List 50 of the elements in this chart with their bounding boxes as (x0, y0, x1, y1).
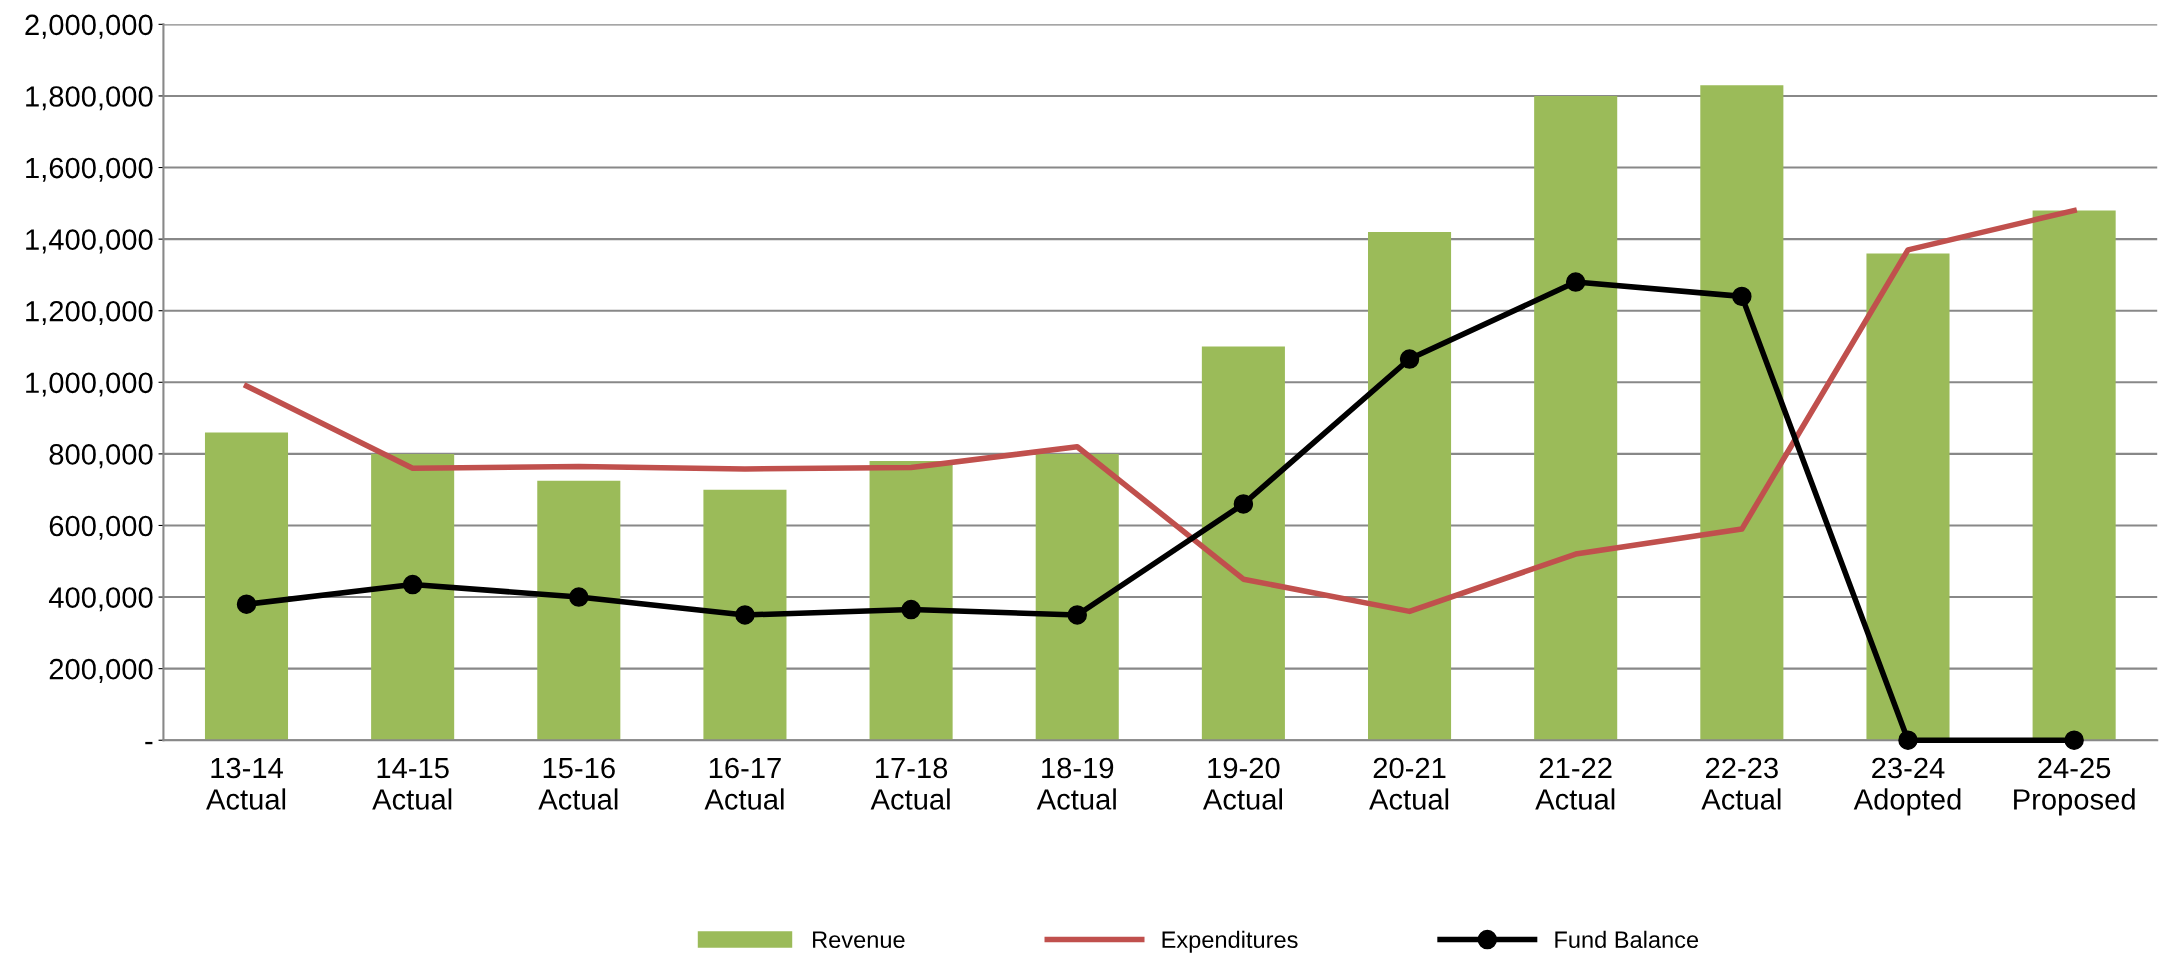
point (1399, 349, 1420, 369)
y-tick-label: 200,000 (49, 658, 153, 683)
y-tick-label: 800,000 (49, 444, 153, 469)
y-tick-label: 600,000 (49, 515, 153, 540)
bar (2032, 210, 2116, 741)
point (735, 605, 755, 625)
bar (1201, 346, 1285, 741)
x-tick-label: 18-19 Actual (1036, 757, 1116, 810)
x-tick-label: 20-21 Actual (1369, 757, 1449, 810)
x-tick-label: 23-24 Adopted (1853, 757, 1961, 816)
point (1233, 494, 1254, 514)
x-tick-label: 17-18 Actual (870, 757, 950, 810)
legend-label: Fund Balance (1555, 930, 1699, 949)
point (402, 574, 423, 595)
y-tick-label: 1,200,000 (26, 300, 153, 326)
bar (1866, 253, 1950, 741)
bar (869, 461, 953, 741)
point (1565, 272, 1586, 292)
bar (537, 480, 621, 741)
point (2064, 730, 2084, 750)
x-tick-label: 24-25 Proposed (2014, 757, 2135, 816)
point (1732, 286, 1752, 307)
point (1898, 730, 1918, 750)
bar (1700, 85, 1784, 741)
bar (1534, 95, 1618, 741)
bar (703, 489, 787, 741)
y-tick-label: 1,400,000 (26, 229, 153, 254)
x-tick-label: 22-23 Actual (1701, 757, 1781, 810)
point (1067, 605, 1087, 625)
bar (1035, 453, 1119, 741)
legend-label: Expenditures (1162, 930, 1298, 953)
bar (371, 453, 455, 741)
point (901, 599, 921, 620)
y-tick-label: 1,000,000 (26, 372, 153, 397)
x-tick-label: 21-22 Actual (1535, 757, 1615, 810)
x-tick-label: 16-17 Actual (704, 757, 784, 810)
legend-label: Revenue (813, 931, 905, 949)
y-tick-label: 1,600,000 (26, 157, 153, 182)
x-tick-label: 14-15 Actual (372, 757, 452, 810)
y-tick-label: 400,000 (48, 587, 153, 612)
y-tick-label: 2,000,000 (25, 14, 153, 39)
y-tick-label: - (145, 741, 153, 745)
x-tick-label: 19-20 Actual (1202, 757, 1282, 810)
y-tick-label: 1,800,000 (26, 86, 153, 111)
point (569, 587, 589, 607)
bar (204, 432, 289, 741)
x-tick-label: 13-14 Actual (206, 757, 286, 810)
x-tick-label: 15-16 Actual (538, 757, 618, 810)
point (236, 594, 257, 614)
bar (1368, 231, 1452, 741)
